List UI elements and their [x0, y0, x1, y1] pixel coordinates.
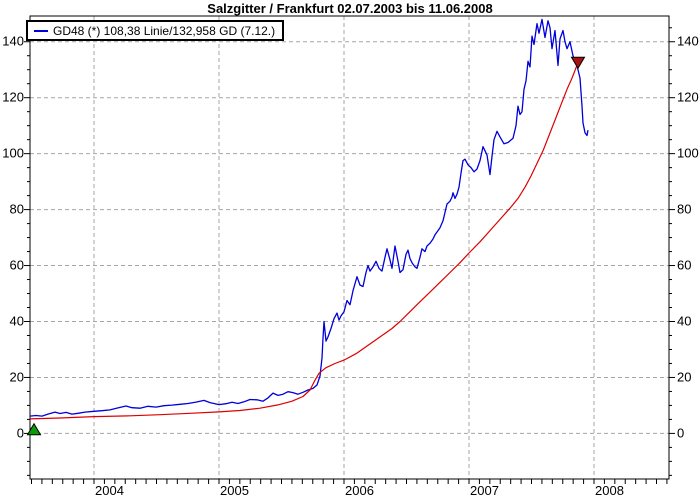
- svg-text:140: 140: [2, 34, 24, 49]
- legend-label: GD48 (*) 108,38 Linie/132,958 GD (7.12.): [53, 23, 276, 38]
- y-axis-left-labels: 0 20 40 60 80 100 120 140: [2, 34, 24, 441]
- svg-text:100: 100: [677, 146, 699, 161]
- plot-border: [29, 15, 670, 480]
- page-title: Salzgitter / Frankfurt 02.07.2003 bis 11…: [207, 1, 493, 16]
- svg-text:2007: 2007: [470, 483, 499, 498]
- svg-text:2008: 2008: [595, 483, 624, 498]
- svg-text:0: 0: [677, 425, 684, 440]
- svg-text:60: 60: [10, 258, 24, 273]
- svg-text:2005: 2005: [220, 483, 249, 498]
- svg-text:120: 120: [2, 90, 24, 105]
- svg-text:100: 100: [2, 146, 24, 161]
- svg-text:40: 40: [10, 313, 24, 328]
- svg-text:120: 120: [677, 90, 699, 105]
- y-axis-right-labels: 0 20 40 60 80 100 120 140: [677, 34, 699, 441]
- svg-text:140: 140: [677, 34, 699, 49]
- svg-text:2006: 2006: [345, 483, 374, 498]
- svg-text:0: 0: [17, 425, 24, 440]
- svg-text:80: 80: [10, 202, 24, 217]
- sell-signal-marker-icon: [570, 56, 586, 70]
- svg-text:20: 20: [10, 369, 24, 384]
- svg-text:2004: 2004: [95, 483, 124, 498]
- gridlines: [30, 16, 669, 479]
- svg-text:40: 40: [677, 313, 691, 328]
- moving-average-line: [29, 62, 579, 420]
- buy-signal-marker-icon: [26, 422, 42, 436]
- svg-text:20: 20: [677, 369, 691, 384]
- svg-text:80: 80: [677, 202, 691, 217]
- legend-line-swatch-icon: [34, 29, 48, 32]
- legend-box: GD48 (*) 108,38 Linie/132,958 GD (7.12.): [26, 20, 285, 41]
- x-axis-labels: 2004 2005 2006 2007 2008: [95, 483, 624, 498]
- price-line: [29, 18, 589, 417]
- svg-text:60: 60: [677, 258, 691, 273]
